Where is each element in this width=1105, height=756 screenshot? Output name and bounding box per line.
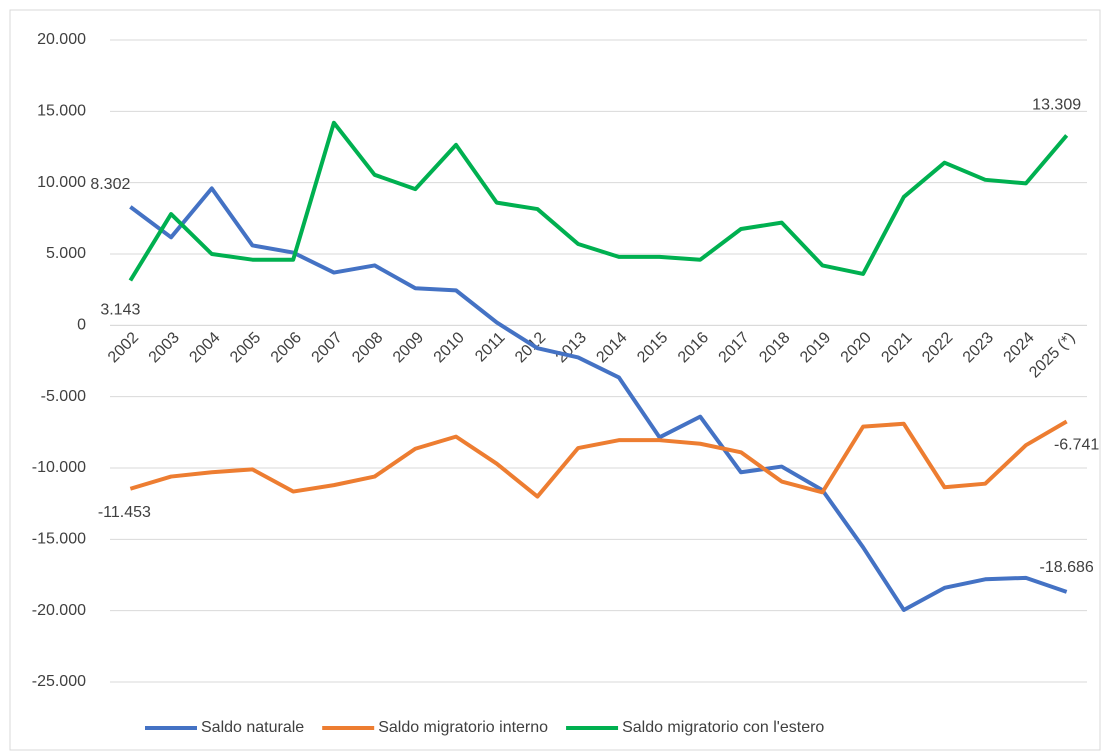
y-tick-label: -5.000	[41, 388, 86, 405]
y-tick-label: -20.000	[32, 602, 86, 619]
y-tick-label: 15.000	[37, 103, 86, 120]
y-tick-label: -25.000	[32, 673, 86, 690]
chart-frame	[9, 9, 1101, 751]
y-tick-label: -15.000	[32, 531, 86, 548]
data-label: -6.741	[1054, 437, 1099, 454]
legend-label: Saldo naturale	[201, 719, 304, 736]
legend-label: Saldo migratorio con l'estero	[622, 719, 824, 736]
data-label: 8.302	[90, 176, 130, 193]
legend-label: Saldo migratorio interno	[378, 719, 548, 736]
y-tick-label: 10.000	[37, 174, 86, 191]
y-tick-label: -10.000	[32, 459, 86, 476]
data-label: 13.309	[1032, 97, 1081, 114]
data-label: -18.686	[1040, 559, 1094, 576]
line-series	[129, 419, 1068, 499]
data-label: -11.453	[98, 504, 151, 521]
y-tick-label: 20.000	[37, 31, 86, 48]
y-tick-label: 0	[77, 317, 86, 334]
line-series	[128, 120, 1069, 282]
data-label: 3.143	[100, 302, 140, 319]
y-tick-label: 5.000	[46, 245, 86, 262]
line-series	[129, 186, 1068, 612]
